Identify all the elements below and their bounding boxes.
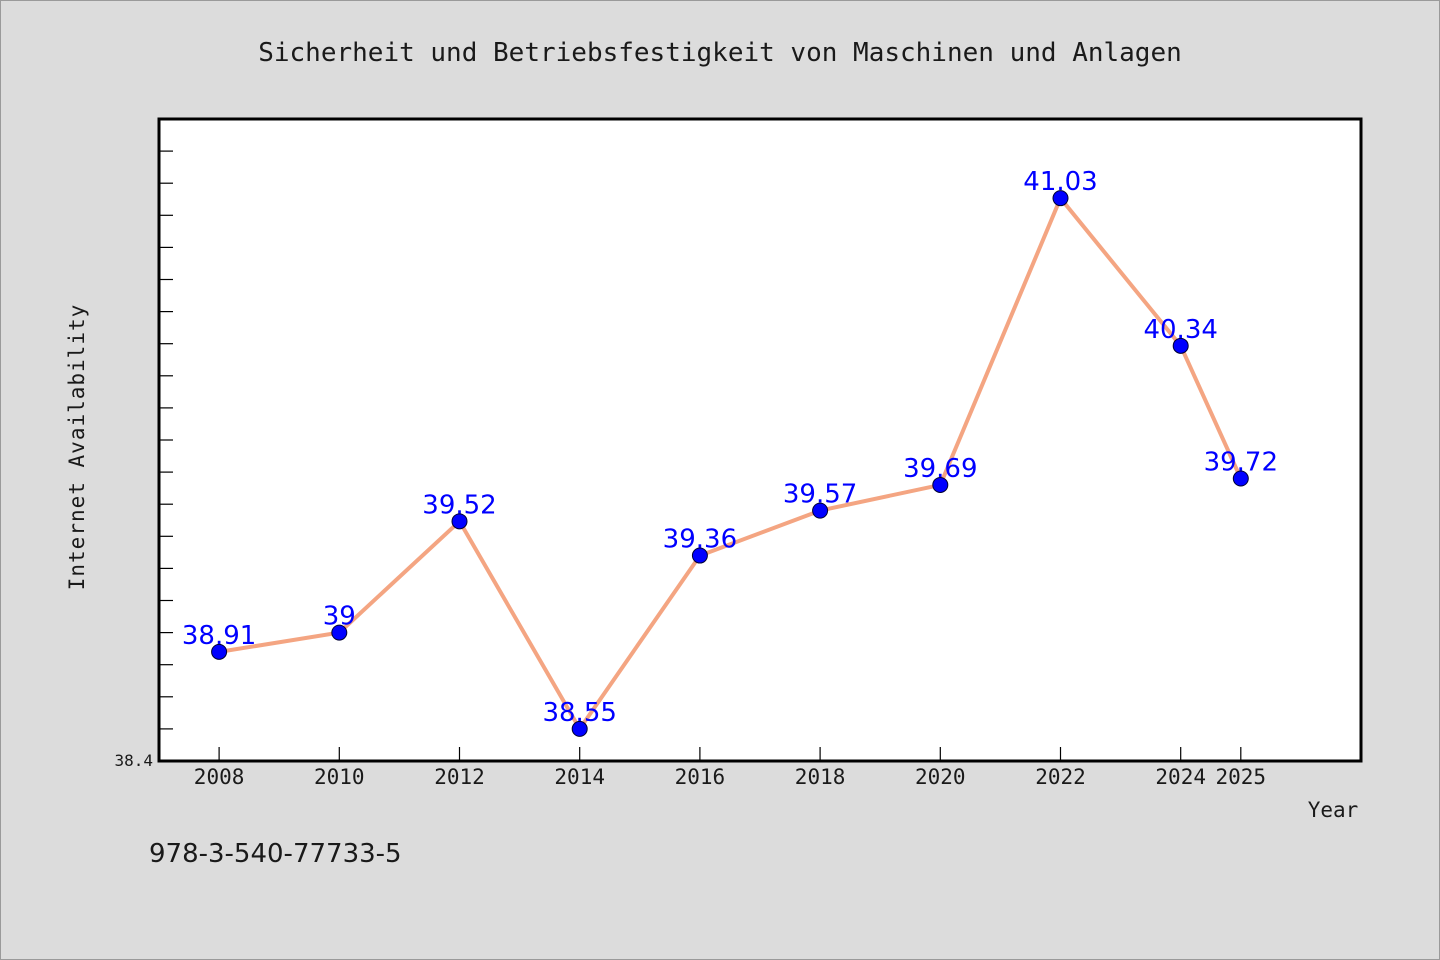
data-point: [1232, 470, 1249, 487]
y-axis-ticks: 38.4: [114, 150, 173, 770]
data-label: 39: [323, 602, 356, 632]
isbn-footer: 978-3-540-77733-5: [149, 839, 402, 869]
data-label: 39.52: [422, 490, 496, 520]
data-label: 41.03: [1023, 167, 1097, 197]
x-tick-label: 2014: [554, 765, 605, 789]
data-label: 38.55: [542, 698, 616, 728]
data-point: [211, 643, 228, 660]
series-layer: [211, 190, 1249, 737]
x-tick-label: 2016: [675, 765, 726, 789]
data-point: [932, 476, 949, 493]
data-point: [571, 720, 588, 737]
y-axis-label: Internet Availability: [65, 304, 89, 591]
data-labels: 38.91 39 39.52 38.55 39.36 39.57 39.69 41.03 40.…: [182, 167, 1278, 728]
x-axis-ticks: 2008 2010 2012 2014 2016 2018 2020 2022 2024 2025: [194, 747, 1266, 789]
x-tick-label: 2010: [314, 765, 365, 789]
data-point: [812, 502, 829, 519]
data-label: 39.72: [1204, 448, 1278, 478]
data-label: 39.36: [663, 525, 737, 555]
data-point: [451, 513, 468, 530]
data-point: [1052, 190, 1069, 207]
x-tick-label: 2025: [1216, 765, 1267, 789]
data-label: 38.91: [182, 621, 256, 651]
x-tick-label: 2022: [1035, 765, 1086, 789]
data-label: 39.69: [903, 454, 977, 484]
data-label: 39.57: [783, 480, 857, 510]
x-tick-label: 2024: [1155, 765, 1206, 789]
data-point: [331, 624, 348, 641]
y-tick-label: 38.4: [114, 751, 153, 770]
data-point: [691, 547, 708, 564]
x-tick-label: 2012: [434, 765, 485, 789]
x-tick-label: 2008: [194, 765, 245, 789]
data-label: 40.34: [1143, 315, 1217, 345]
data-point: [1172, 337, 1189, 354]
plot-area: [157, 117, 1363, 763]
x-tick-label: 2018: [795, 765, 846, 789]
series-line: [217, 196, 1243, 731]
chart-title: Sicherheit und Betriebsfestigkeit von Ma…: [258, 38, 1182, 68]
x-tick-label: 2020: [915, 765, 966, 789]
x-axis-label: Year: [1308, 798, 1359, 822]
